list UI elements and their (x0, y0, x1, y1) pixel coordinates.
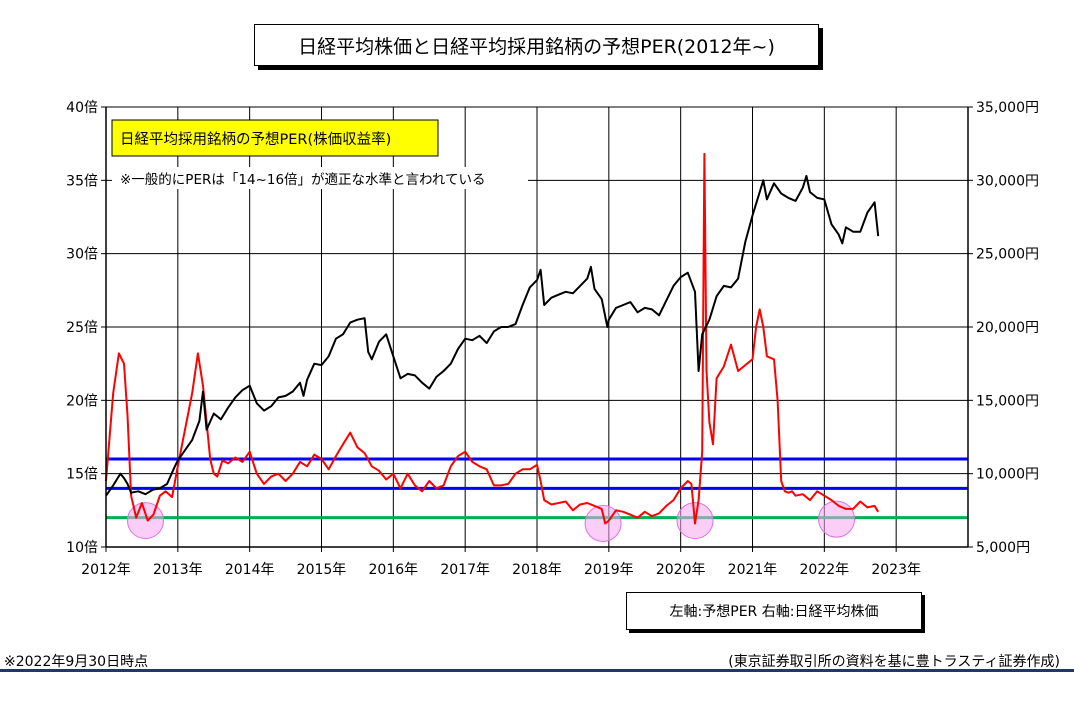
x-tick-label: 2013年 (153, 562, 203, 578)
x-tick-label: 2019年 (584, 562, 634, 578)
y-right-tick-label: 10,000円 (976, 467, 1039, 483)
chart-title: 日経平均株価と日経平均採用銘柄の予想PER(2012年~) (254, 24, 819, 66)
annotation-note: ※一般的にPERは「14~16倍」が適正な水準と言われている (120, 171, 485, 188)
source-footnote: (東京証券取引所の資料を基に豊トラスティ証券作成) (728, 654, 1060, 670)
y-right-tick-label: 5,000円 (976, 540, 1030, 556)
x-tick-label: 2017年 (440, 562, 490, 578)
y-left-tick-label: 30倍 (66, 247, 98, 263)
annotation-note-bg (112, 167, 528, 189)
y-right-tick-label: 15,000円 (976, 393, 1039, 409)
x-tick-label: 2014年 (225, 562, 275, 578)
y-left-tick-label: 40倍 (66, 100, 98, 116)
x-tick-label: 2020年 (656, 562, 706, 578)
y-left-tick-label: 25倍 (66, 320, 98, 336)
y-right-tick-label: 35,000円 (976, 100, 1039, 116)
highlight-circle (127, 502, 165, 540)
per-series-line (105, 152, 880, 525)
highlight-circles (127, 500, 856, 543)
x-tick-label: 2022年 (800, 562, 850, 578)
tick-labels: 2012年 2013年 2014年 2015年 2016年 2017年 2018年 2019年… (66, 100, 1039, 578)
x-tick-label: 2018年 (512, 562, 562, 578)
annotation-title: 日経平均採用銘柄の予想PER(株価収益率) (120, 131, 391, 148)
y-left-tick-label: 15倍 (66, 467, 98, 483)
highlight-circle (818, 500, 856, 538)
y-left-tick-label: 10倍 (66, 540, 98, 556)
y-right-tick-label: 25,000円 (976, 247, 1039, 263)
y-right-tick-label: 30,000円 (976, 173, 1039, 189)
axes (101, 106, 973, 552)
footer-rule (0, 669, 1074, 672)
series-lines (105, 152, 880, 525)
y-left-tick-label: 35倍 (66, 173, 98, 189)
axis-legend: 左軸:予想PER 右軸:日経平均株価 (626, 592, 922, 630)
annotation-box (111, 119, 439, 157)
nikkei-series-line (105, 174, 880, 497)
annotation: 日経平均採用銘柄の予想PER(株価収益率) ※一般的にPERは「14~16倍」が… (111, 119, 528, 189)
date-footnote: ※2022年9月30日時点 (4, 654, 149, 670)
x-tick-label: 2015年 (297, 562, 347, 578)
y-right-tick-label: 20,000円 (976, 320, 1039, 336)
x-tick-label: 2023年 (871, 562, 921, 578)
x-tick-label: 2021年 (728, 562, 778, 578)
y-left-tick-label: 20倍 (66, 393, 98, 409)
x-tick-label: 2016年 (369, 562, 419, 578)
x-tick-label: 2012年 (81, 562, 131, 578)
